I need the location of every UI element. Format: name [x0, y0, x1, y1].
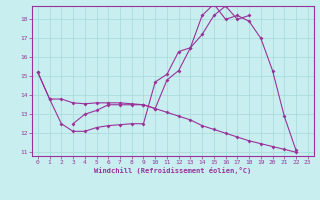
X-axis label: Windchill (Refroidissement éolien,°C): Windchill (Refroidissement éolien,°C) [94, 167, 252, 174]
